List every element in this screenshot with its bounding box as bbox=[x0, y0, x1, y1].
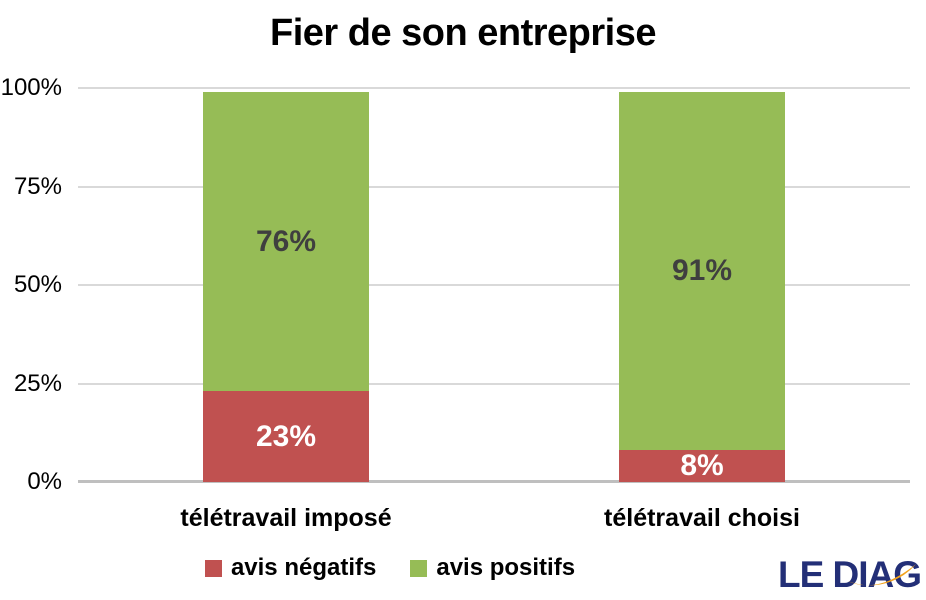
bar-segment: 91% bbox=[618, 91, 786, 451]
gridline bbox=[78, 87, 910, 89]
gridline bbox=[78, 284, 910, 286]
bar-segment: 8% bbox=[618, 449, 786, 483]
logo-text: LE DIAG bbox=[778, 554, 922, 595]
bar-value-label: 91% bbox=[671, 254, 733, 288]
legend-label: avis négatifs bbox=[230, 554, 377, 581]
y-tick-label: 25% bbox=[13, 369, 62, 397]
gridline bbox=[78, 382, 910, 385]
x-category-label: télétravail choisi bbox=[604, 504, 800, 532]
legend-swatch-icon bbox=[204, 559, 222, 577]
bar-segment: 76% bbox=[202, 91, 370, 392]
y-tick-label: 75% bbox=[13, 172, 62, 200]
plot-area: 23% 76% 8% 91% bbox=[78, 87, 910, 483]
le-diag-logo: LE DIAG bbox=[778, 554, 922, 596]
bar-2: 8% 91% bbox=[618, 91, 786, 483]
logo-swoosh-icon bbox=[848, 564, 916, 586]
bar-1: 23% 76% bbox=[202, 91, 370, 482]
legend-item: avis positifs bbox=[410, 554, 575, 582]
y-tick-label: 0% bbox=[27, 468, 62, 495]
x-category-label: télétravail imposé bbox=[180, 504, 392, 532]
swoosh-path bbox=[848, 564, 916, 586]
legend-label: avis positifs bbox=[436, 554, 576, 581]
gridline bbox=[78, 185, 910, 188]
chart-title: Fier de son entreprise bbox=[269, 12, 657, 54]
legend-swatch-icon bbox=[410, 559, 428, 577]
y-axis-tick-labels: 0% 25% 50% 75% 100% bbox=[0, 74, 62, 495]
y-tick-label: 100% bbox=[0, 74, 62, 101]
bar-value-label: 23% bbox=[255, 419, 317, 453]
x-axis-category-labels: télétravail imposé télétravail choisi bbox=[78, 504, 910, 538]
bar-segment: 23% bbox=[202, 391, 370, 482]
bar-value-label: 76% bbox=[255, 224, 317, 258]
legend-item: avis négatifs bbox=[204, 554, 377, 582]
y-tick-label: 50% bbox=[13, 271, 62, 298]
legend: avis négatifs avis positifs bbox=[0, 554, 780, 582]
x-axis-line bbox=[78, 480, 910, 483]
bar-value-label: 8% bbox=[680, 449, 724, 483]
